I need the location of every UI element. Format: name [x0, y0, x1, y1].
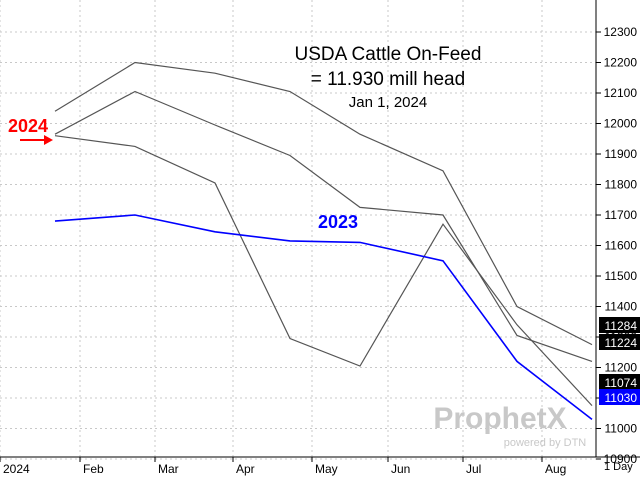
last-value-box [599, 374, 640, 390]
series-lines [54, 61, 593, 421]
timeframe-label[interactable]: 1 Day [604, 461, 633, 473]
series-line-2023 [54, 214, 593, 421]
x-tick-label: May [315, 462, 338, 476]
last-value-label: 11284 [605, 319, 638, 333]
last-value-box [599, 317, 640, 333]
y-tick-label: 11000 [605, 422, 638, 436]
series-line-3 [54, 135, 593, 407]
x-tick-label: Apr [236, 462, 255, 476]
x-tick-label: Jun [391, 462, 410, 476]
y-tick-label: 12000 [604, 117, 638, 131]
x-axis: 2024 Feb Mar Apr May Jun Jul Aug [0, 457, 566, 476]
watermark-logo: ProphetX [433, 402, 566, 435]
y-tick-label: 11900 [605, 147, 638, 161]
x-tick-label: Jul [466, 462, 481, 476]
y-tick-label: 11700 [605, 208, 638, 222]
y-tick-label: 11200 [605, 361, 638, 375]
last-value-label: 11030 [605, 391, 638, 405]
x-tick-label: 2024 [3, 462, 30, 476]
chart-subtitle: = 11.930 mill head [311, 69, 465, 90]
y-tick-label: 12100 [604, 86, 638, 100]
y-tick-label: 11400 [605, 300, 638, 314]
y-tick-label: 11500 [605, 269, 638, 283]
watermark-subtitle: powered by DTN [504, 437, 587, 449]
x-tick-label: Aug [545, 462, 566, 476]
annotation-2024: 2024 [8, 116, 48, 136]
x-tick-label: Feb [83, 462, 104, 476]
grid [0, 0, 596, 460]
y-tick-label: 12200 [604, 56, 638, 70]
series-line-1 [54, 61, 593, 346]
chart-date-note: Jan 1, 2024 [349, 94, 427, 111]
chart-title: USDA Cattle On-Feed [295, 44, 482, 65]
annotation-arrow [20, 135, 53, 145]
x-tick-label: Mar [158, 462, 179, 476]
series-line-2 [54, 90, 593, 362]
last-value-label: 11224 [605, 336, 638, 350]
last-value-box [599, 334, 640, 350]
last-value-box [599, 389, 640, 405]
y-tick-label: 11600 [605, 239, 638, 253]
last-value-label: 11074 [605, 376, 638, 390]
watermark: ProphetX powered by DTN [433, 402, 586, 449]
y-tick-label: 10900 [604, 452, 638, 466]
y-tick-label: 11800 [605, 178, 638, 192]
annotation-2023: 2023 [318, 212, 358, 232]
y-tick-label: 12300 [604, 25, 638, 39]
